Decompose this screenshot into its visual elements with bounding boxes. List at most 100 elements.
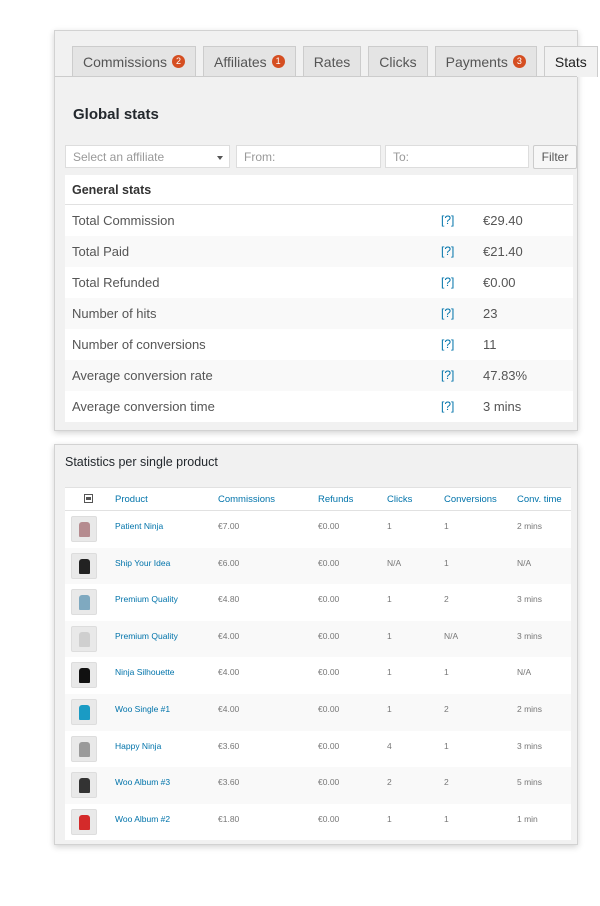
tab-label: Clicks bbox=[379, 53, 417, 70]
commissions-cell: €6.00 bbox=[218, 557, 240, 568]
conv-time-cell: 5 mins bbox=[517, 777, 543, 788]
tab-divider bbox=[55, 76, 577, 77]
stat-value: €0.00 bbox=[483, 275, 516, 290]
conv-time-cell: 3 mins bbox=[517, 594, 543, 605]
refunds-cell: €0.00 bbox=[318, 521, 340, 531]
tab-label: Payments bbox=[445, 53, 508, 70]
table-row: Premium Quality €4.00 €0.00 1 N/A 3 mins bbox=[65, 620, 571, 658]
help-link[interactable]: [?] bbox=[441, 275, 455, 289]
conv-time-cell: 2 mins bbox=[517, 703, 543, 714]
column-header-commissions[interactable]: Commissions bbox=[218, 494, 276, 505]
stat-label: Number of conversions bbox=[72, 337, 206, 352]
product-thumbnail[interactable] bbox=[71, 552, 97, 579]
refunds-cell: €0.00 bbox=[318, 703, 340, 714]
product-thumbnail[interactable] bbox=[71, 516, 97, 542]
column-header-refunds[interactable]: Refunds bbox=[318, 494, 354, 505]
product-thumbnail[interactable] bbox=[71, 589, 97, 616]
tab-commissions[interactable]: Commissions 2 bbox=[72, 46, 197, 76]
product-thumbnail[interactable] bbox=[71, 735, 97, 762]
conversions-cell: 2 bbox=[444, 703, 449, 714]
table-row: Number of conversions [?] 11 bbox=[65, 329, 573, 360]
column-header-product[interactable]: Product bbox=[115, 494, 148, 505]
product-rows: Patient Ninja €7.00 €0.00 1 1 2 mins Ship Your… bbox=[65, 511, 571, 840]
help-link[interactable]: [?] bbox=[441, 306, 455, 320]
table-row: Premium Quality €4.80 €0.00 1 2 3 mins bbox=[65, 584, 571, 621]
clicks-cell: 2 bbox=[387, 777, 392, 788]
stat-value: 3 mins bbox=[483, 399, 522, 414]
product-image-icon bbox=[79, 778, 90, 794]
stat-value: €29.40 bbox=[483, 213, 523, 228]
refunds-cell: €0.00 bbox=[318, 740, 340, 751]
clicks-cell: 4 bbox=[387, 740, 392, 751]
stat-value: 47.83% bbox=[483, 368, 528, 383]
product-thumbnail[interactable] bbox=[71, 698, 97, 725]
commissions-cell: €3.60 bbox=[218, 740, 240, 751]
tab-payments[interactable]: Payments 3 bbox=[434, 46, 537, 76]
product-name-link[interactable]: Premium Quality bbox=[115, 630, 178, 641]
stat-label: Average conversion time bbox=[72, 399, 215, 414]
help-link[interactable]: [?] bbox=[441, 368, 455, 382]
table-row: Total Refunded [?] €0.00 bbox=[65, 267, 573, 298]
clicks-cell: 1 bbox=[387, 813, 392, 824]
count-badge: 1 bbox=[271, 55, 285, 68]
conv-time-cell: N/A bbox=[517, 557, 532, 568]
conversions-cell: 1 bbox=[444, 813, 449, 824]
product-image-icon bbox=[79, 704, 90, 720]
stat-label: Number of hits bbox=[72, 306, 157, 321]
column-header-conversions[interactable]: Conversions bbox=[444, 494, 497, 505]
conv-time-cell: 1 min bbox=[517, 813, 538, 824]
to-date-field[interactable]: To: bbox=[385, 145, 529, 168]
product-name-link[interactable]: Happy Ninja bbox=[115, 740, 162, 751]
help-link[interactable]: [?] bbox=[441, 213, 455, 227]
commissions-cell: €7.00 bbox=[218, 521, 240, 531]
product-stats-panel: Statistics per single product Product Co… bbox=[54, 444, 578, 845]
conv-time-cell: 3 mins bbox=[517, 740, 543, 751]
table-row: Number of hits [?] 23 bbox=[65, 298, 573, 329]
product-image-icon bbox=[79, 814, 90, 830]
filter-button[interactable]: Filter bbox=[533, 145, 577, 169]
affiliate-select[interactable]: Select an affiliate bbox=[65, 145, 230, 168]
general-stats-header: General stats bbox=[65, 175, 573, 205]
conversions-cell: 2 bbox=[444, 594, 449, 605]
commissions-cell: €4.00 bbox=[218, 630, 240, 641]
from-date-field[interactable]: From: bbox=[236, 145, 381, 168]
column-header-clicks[interactable]: Clicks bbox=[387, 494, 413, 505]
product-image-icon bbox=[79, 631, 90, 647]
tab-clicks[interactable]: Clicks bbox=[368, 46, 428, 76]
table-row: Ninja Silhouette €4.00 €0.00 1 1 N/A bbox=[65, 657, 571, 694]
product-name-link[interactable]: Patient Ninja bbox=[115, 521, 164, 531]
clicks-cell: 1 bbox=[387, 630, 392, 641]
product-thumbnail[interactable] bbox=[71, 772, 97, 799]
tab-affiliates[interactable]: Affiliates 1 bbox=[203, 46, 296, 76]
product-name-link[interactable]: Woo Album #2 bbox=[115, 813, 171, 824]
product-name-link[interactable]: Ninja Silhouette bbox=[115, 667, 175, 678]
column-header-conv-time[interactable]: Conv. time bbox=[517, 494, 562, 505]
help-link[interactable]: [?] bbox=[441, 244, 455, 258]
table-row: Total Paid [?] €21.40 bbox=[65, 236, 573, 267]
product-image-icon bbox=[79, 522, 90, 537]
table-row: Woo Single #1 €4.00 €0.00 1 2 2 mins bbox=[65, 693, 571, 731]
refunds-cell: €0.00 bbox=[318, 630, 340, 641]
tab-label: Stats bbox=[554, 54, 587, 70]
help-link[interactable]: [?] bbox=[441, 337, 455, 351]
product-thumbnail[interactable] bbox=[71, 625, 97, 652]
help-link[interactable]: [?] bbox=[441, 399, 455, 413]
count-badge: 3 bbox=[512, 55, 526, 68]
image-column-header bbox=[71, 488, 101, 510]
product-name-link[interactable]: Woo Single #1 bbox=[115, 703, 171, 714]
product-name-link[interactable]: Ship Your Idea bbox=[115, 557, 171, 568]
product-thumbnail[interactable] bbox=[71, 662, 97, 689]
table-row: Average conversion rate [?] 47.83% bbox=[65, 360, 573, 391]
tab-rates[interactable]: Rates bbox=[302, 46, 362, 76]
product-thumbnail[interactable] bbox=[71, 808, 97, 835]
tab-stats[interactable]: Stats bbox=[543, 46, 598, 77]
table-row: Total Commission [?] €29.40 bbox=[65, 205, 573, 236]
conv-time-cell: 2 mins bbox=[517, 521, 543, 531]
table-row: Happy Ninja €3.60 €0.00 4 1 3 mins bbox=[65, 731, 571, 768]
page-title: Global stats bbox=[73, 106, 159, 123]
product-name-link[interactable]: Woo Album #3 bbox=[115, 777, 171, 788]
product-image-icon bbox=[79, 595, 90, 611]
refunds-cell: €0.00 bbox=[318, 777, 340, 788]
commissions-cell: €1.80 bbox=[218, 813, 240, 824]
product-name-link[interactable]: Premium Quality bbox=[115, 594, 178, 605]
